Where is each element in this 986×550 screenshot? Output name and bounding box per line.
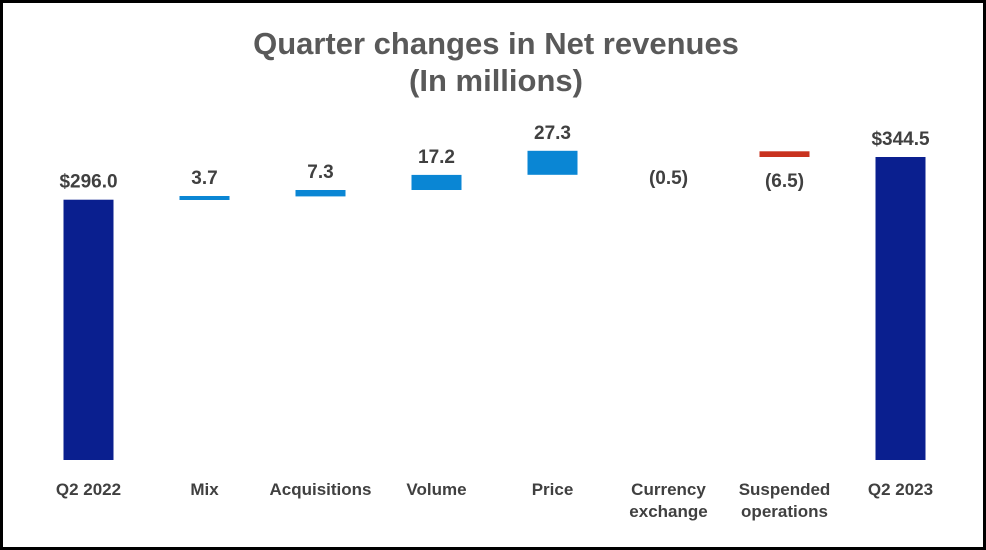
data-label-1: 3.7: [191, 168, 217, 189]
data-label-4: 27.3: [534, 123, 571, 144]
bar-0: [63, 199, 114, 460]
category-label-1: Mix: [190, 480, 219, 499]
chart-title: Quarter changes in Net revenues (In mill…: [3, 25, 986, 99]
chart-title-line-2: (In millions): [409, 63, 583, 98]
category-label-6-line-1: operations: [741, 502, 828, 521]
chart-title-line-1: Quarter changes in Net revenues: [253, 26, 739, 61]
bar-6: [759, 151, 810, 157]
data-label-0: $296.0: [59, 172, 117, 193]
bar-3: [411, 174, 462, 190]
category-label-2: Acquisitions: [269, 480, 371, 499]
category-label-7: Q2 2023: [868, 480, 933, 499]
category-label-5-line-1: exchange: [629, 502, 707, 521]
data-label-5: (0.5): [649, 168, 688, 189]
category-label-3: Volume: [406, 480, 466, 499]
category-label-6-line-0: Suspended: [739, 480, 831, 499]
data-label-2: 7.3: [307, 162, 333, 183]
bar-1: [179, 196, 230, 200]
bar-4: [527, 150, 578, 175]
data-label-3: 17.2: [418, 147, 455, 168]
category-label-4: Price: [532, 480, 574, 499]
bar-7: [875, 157, 926, 460]
data-label-7: $344.5: [871, 129, 930, 150]
data-label-6: (6.5): [765, 171, 804, 192]
bar-2: [295, 190, 346, 197]
category-label-0: Q2 2022: [56, 480, 121, 499]
category-label-5-line-0: Currency: [631, 480, 706, 499]
